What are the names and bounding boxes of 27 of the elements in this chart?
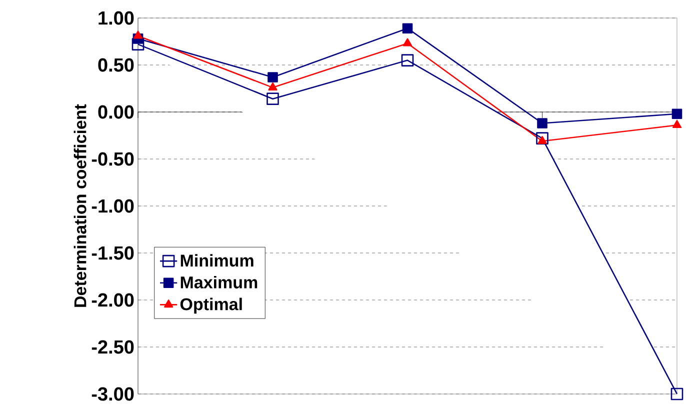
point [402,38,412,46]
point [672,108,682,120]
point [268,72,278,82]
point [266,92,279,105]
y-tick-label: 0.00 [98,105,134,119]
legend-label: Optimal [180,298,242,314]
point [538,136,547,144]
y-tick-label: -1.00 [92,199,134,213]
point [536,132,548,144]
point [401,54,414,66]
legend-label: Minimum [180,254,254,267]
point [670,388,684,400]
point [133,30,143,39]
point [132,38,144,50]
point [268,82,278,90]
y-tick-label: -0.50 [92,152,134,166]
y-tick-label: -2.00 [92,293,134,307]
y-tick-label: 0.50 [98,58,134,72]
point [672,120,682,128]
legend-label: Maximum [180,276,258,288]
y-tick-label: -1.50 [92,246,134,260]
y-tick-label: -2.50 [92,340,134,354]
point [402,23,413,34]
y-tick-label: 1.00 [98,11,134,25]
y-axis-title: Determination coefficient [74,104,86,307]
y-tick-label: -3.00 [92,387,134,401]
point [537,118,548,128]
